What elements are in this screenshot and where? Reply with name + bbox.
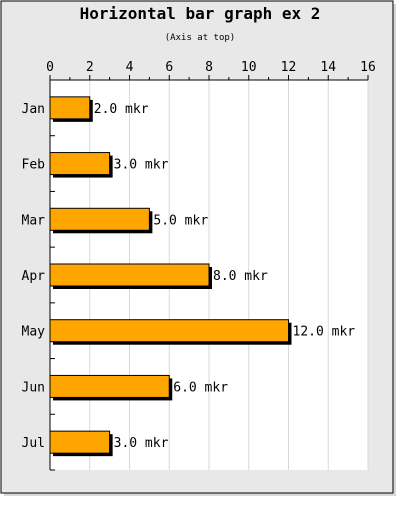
chart-title: Horizontal bar graph ex 2 xyxy=(80,4,321,23)
bar-jan xyxy=(49,96,91,120)
x-tick-label: 10 xyxy=(241,60,257,75)
x-tick-label: 0 xyxy=(46,60,54,75)
data-label: 2.0 mkr xyxy=(94,102,149,117)
chart-subtitle: (Axis at top) xyxy=(165,33,235,43)
data-label: 6.0 mkr xyxy=(173,380,228,395)
x-axis: 0 2 4 6 8 10 12 14 16 xyxy=(46,60,376,81)
bar-feb xyxy=(49,152,111,176)
bar-series xyxy=(49,96,292,457)
y-tick-label: Apr xyxy=(22,269,46,284)
bar-mar xyxy=(49,207,150,231)
data-label: 8.0 mkr xyxy=(213,269,268,284)
data-label: 3.0 mkr xyxy=(114,436,169,451)
x-tick-label: 16 xyxy=(360,60,376,75)
x-tick-label: 2 xyxy=(86,60,94,75)
x-tick-label: 8 xyxy=(205,60,213,75)
data-label: 3.0 mkr xyxy=(114,158,169,173)
y-axis: Jan Feb Mar Apr May Jun Jul xyxy=(22,79,55,471)
y-tick-label: Jun xyxy=(22,380,45,395)
bar-jul xyxy=(49,430,111,454)
y-tick-label: Mar xyxy=(22,213,46,228)
data-labels: 2.0 mkr 3.0 mkr 5.0 mkr 8.0 mkr 12.0 mkr 6.0 … xyxy=(94,102,356,451)
x-tick-label: 14 xyxy=(320,60,336,75)
x-tick-label: 6 xyxy=(165,60,173,75)
bar-apr xyxy=(49,263,210,287)
y-tick-label: May xyxy=(22,325,46,340)
x-tick-label: 4 xyxy=(126,60,134,75)
y-tick-label: Jan xyxy=(22,102,45,117)
y-tick-label: Jul xyxy=(22,436,45,451)
x-tick-label: 12 xyxy=(281,60,297,75)
data-label: 12.0 mkr xyxy=(293,325,356,340)
bar-jun xyxy=(49,374,170,398)
data-label: 5.0 mkr xyxy=(153,213,208,228)
bar-may xyxy=(49,319,289,343)
y-tick-label: Feb xyxy=(22,158,46,173)
